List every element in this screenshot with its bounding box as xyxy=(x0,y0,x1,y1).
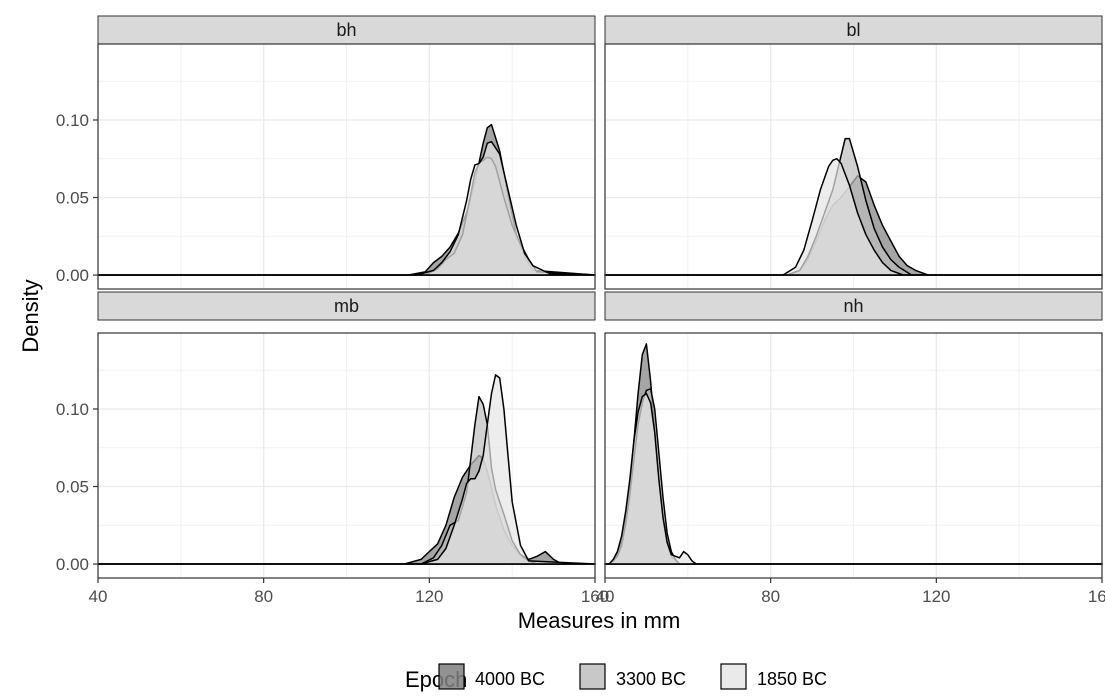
x-axis-label: Measures in mm xyxy=(518,608,681,633)
y-axis-label: Density xyxy=(18,279,43,352)
legend-label: 1850 BC xyxy=(757,669,827,689)
panel-border xyxy=(604,43,1103,290)
facet-strip xyxy=(97,15,596,45)
x-tick-label: 160 xyxy=(581,587,609,606)
legend-swatch xyxy=(438,663,465,690)
legend-item-3300-bc: 3300 BC xyxy=(579,663,686,690)
facet-panels: bh 0.00 0.05 0.10 bl mb 0.00 0.05 0.10 40 80 120 160… xyxy=(56,15,1105,606)
y-tick-label: 0.10 xyxy=(56,400,89,419)
facet-strip-label: mb xyxy=(334,296,359,316)
facet-strip xyxy=(604,15,1103,45)
x-tick-label: 80 xyxy=(254,587,273,606)
x-tick-label: 80 xyxy=(761,587,780,606)
panel-border xyxy=(97,332,596,579)
x-tick-label: 40 xyxy=(596,587,615,606)
legend-label: 3300 BC xyxy=(616,669,686,689)
facet-strip-label: nh xyxy=(843,296,863,316)
y-tick-label: 0.10 xyxy=(56,111,89,130)
facet-panel-mb: mb 0.00 0.05 0.10 40 80 120 160 xyxy=(56,291,609,606)
x-tick-label: 40 xyxy=(89,587,108,606)
panel-border xyxy=(97,43,596,290)
facet-panel-bh: bh 0.00 0.05 0.10 xyxy=(56,15,596,290)
density-area-1850-bc xyxy=(97,140,596,276)
y-tick-label: 0.05 xyxy=(56,478,89,497)
legend: Epoch 4000 BC 3300 BC 1850 BC xyxy=(405,663,827,692)
y-tick-label: 0.05 xyxy=(56,189,89,208)
facet-strip xyxy=(97,291,596,321)
facet-panel-nh: nh 40 80 120 160 xyxy=(596,291,1105,606)
legend-label: 4000 BC xyxy=(475,669,545,689)
x-tick-label: 160 xyxy=(1088,587,1105,606)
y-tick-label: 0.00 xyxy=(56,266,89,285)
density-area-1850-bc xyxy=(604,392,1103,565)
legend-swatch xyxy=(720,663,747,690)
legend-item-1850-bc: 1850 BC xyxy=(720,663,827,690)
legend-swatch xyxy=(579,663,606,690)
x-tick-label: 120 xyxy=(415,587,443,606)
panel-border xyxy=(604,332,1103,579)
facet-panel-bl: bl xyxy=(604,15,1103,290)
facet-strip-label: bl xyxy=(846,20,860,40)
y-tick-label: 0.00 xyxy=(56,555,89,574)
density-area-1850-bc xyxy=(604,157,1103,276)
facet-strip-label: bh xyxy=(336,20,356,40)
facet-strip xyxy=(604,291,1103,321)
density-area-1850-bc xyxy=(97,374,596,565)
x-tick-label: 120 xyxy=(922,587,950,606)
legend-item-4000-bc: 4000 BC xyxy=(438,663,545,690)
